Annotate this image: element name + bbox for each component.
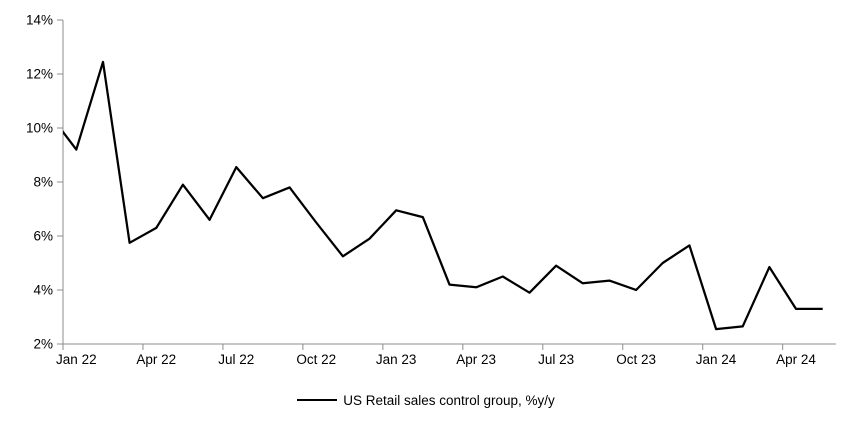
x-tick-label: Jan 23 (376, 352, 417, 367)
y-tick-label: 14% (26, 13, 53, 28)
y-tick-label: 4% (33, 283, 53, 298)
x-tick-label: Apr 22 (136, 352, 176, 367)
x-tick-label: Jul 22 (218, 352, 254, 367)
x-tick-label: Apr 23 (456, 352, 496, 367)
legend-line-sample (297, 399, 338, 401)
y-tick-label: 2% (33, 337, 53, 352)
chart-legend: US Retail sales control group, %y/y (0, 390, 852, 410)
y-tick-label: 6% (33, 229, 53, 244)
y-tick-label: 8% (33, 175, 53, 190)
x-tick-label: Apr 24 (776, 352, 816, 367)
x-tick-label: Jan 22 (56, 352, 97, 367)
x-tick-label: Jan 24 (696, 352, 737, 367)
x-tick-label: Jul 23 (538, 352, 574, 367)
series-line (63, 60, 823, 331)
y-tick-label: 10% (26, 121, 53, 136)
legend-series-label: US Retail sales control group, %y/y (343, 392, 555, 408)
y-tick-label: 12% (26, 67, 53, 82)
x-tick-label: Oct 23 (616, 352, 656, 367)
x-tick-label: Oct 22 (296, 352, 336, 367)
